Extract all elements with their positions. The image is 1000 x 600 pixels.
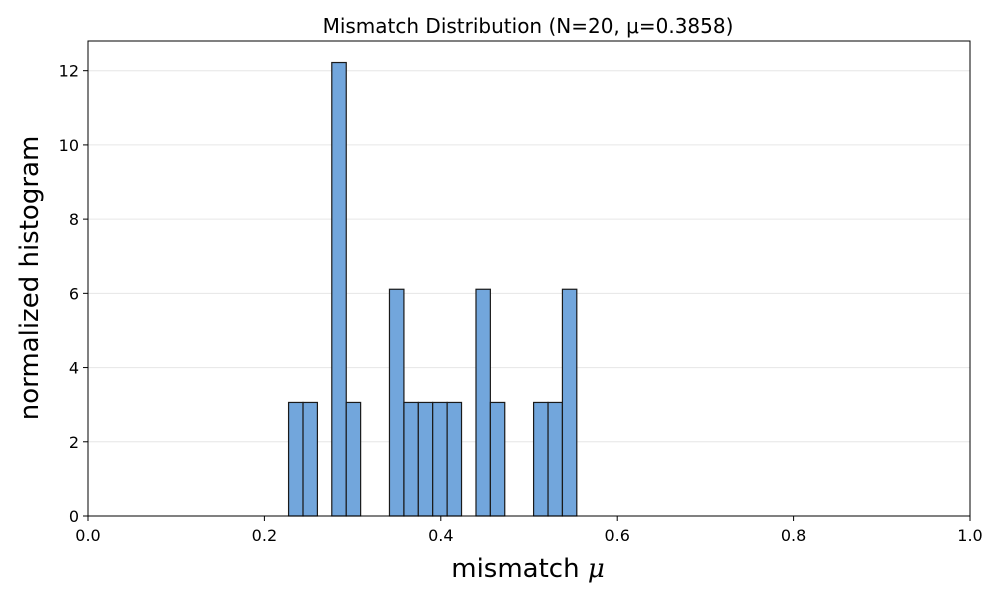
x-axis-label: mismatch μ [451,554,605,584]
histogram-bar [475,288,491,517]
plot-frame [87,40,971,517]
histogram-bar [532,401,549,517]
histogram-bar [417,401,434,517]
y-axis-label: normalized histogram [15,136,45,421]
y-tick-label: 10 [59,136,79,155]
x-tick-label: 0.2 [252,526,277,545]
x-tick-label: 0.8 [781,526,806,545]
y-tick-label: 12 [59,62,79,81]
histogram-bar [489,401,506,517]
y-tick-label: 6 [69,284,79,303]
x-tick-label: 0.6 [604,526,629,545]
histogram-bar [432,401,448,517]
x-tick-label: 0.4 [428,526,453,545]
x-axis-ticks: 0.0 0.2 0.4 0.6 0.8 1.0 [75,516,983,545]
histogram-bar [287,401,304,517]
histogram-bar [388,288,405,517]
histogram-bar [403,401,419,517]
x-axis-label-text: mismatch [451,554,579,584]
histogram-bar [561,288,578,517]
y-tick-label: 2 [69,433,79,452]
chart-title: Mismatch Distribution (N=20, μ=0.3858) [323,14,734,38]
histogram-bar [302,401,319,517]
bars [287,61,578,517]
x-tick-label: 0.0 [75,526,100,545]
histogram-bar [331,61,347,517]
y-tick-label: 4 [69,359,79,378]
y-tick-label: 8 [69,210,79,229]
grid-lines [88,70,970,443]
y-tick-label: 0 [69,507,79,526]
histogram-bar [446,401,463,517]
histogram-bar [547,401,564,517]
y-axis-ticks: 0 2 4 6 8 10 12 [59,62,88,526]
x-tick-label: 1.0 [957,526,982,545]
x-axis-label-symbol: μ [588,554,605,584]
histogram-bar [345,401,362,517]
